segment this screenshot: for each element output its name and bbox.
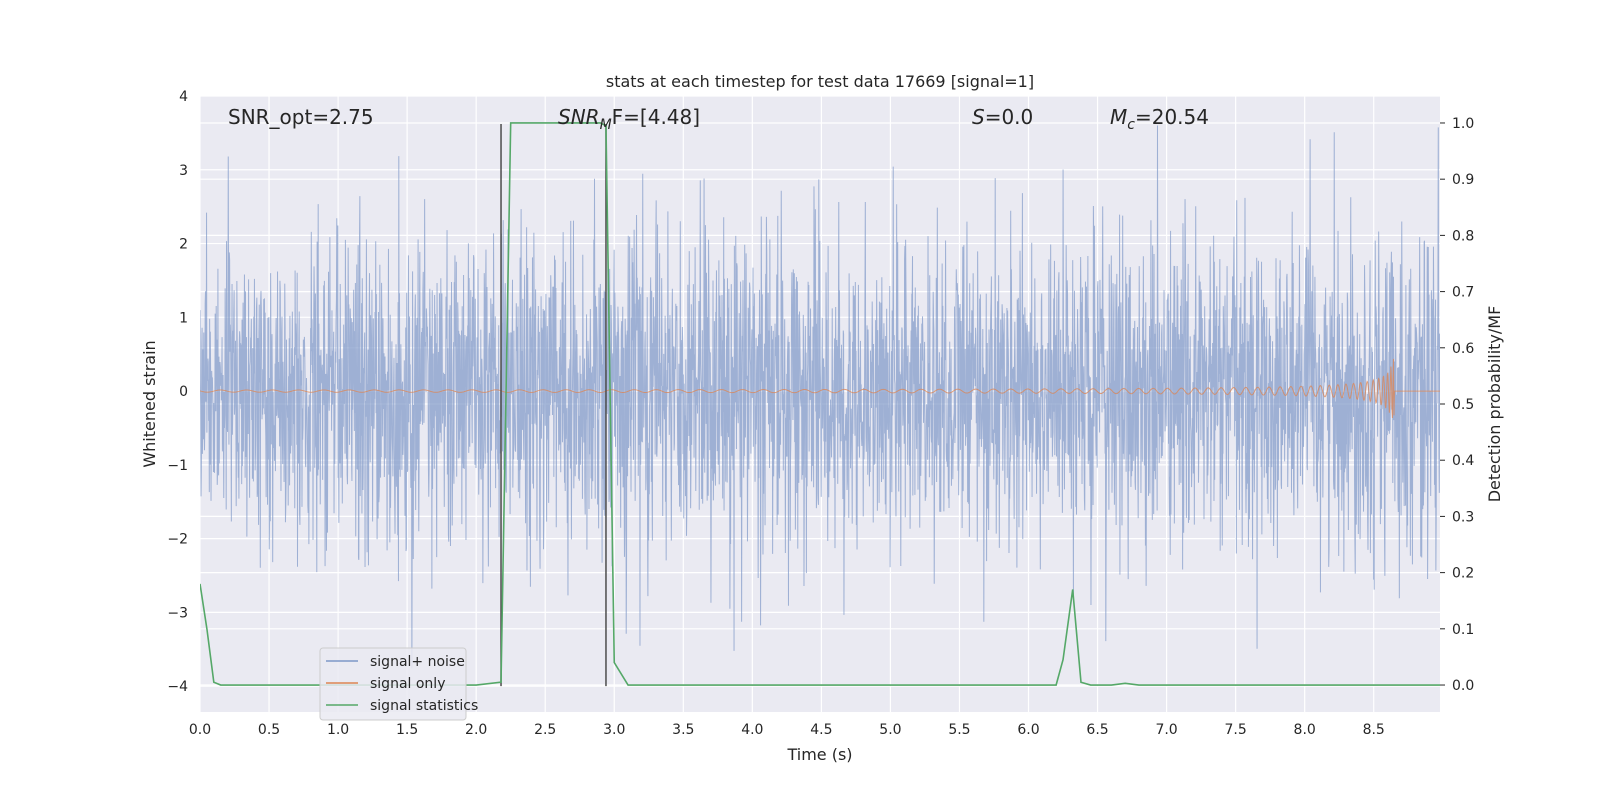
y2-tick-label: 0.5 xyxy=(1452,397,1474,413)
x-tick-label: 8.5 xyxy=(1363,722,1385,738)
series-signal-only xyxy=(200,358,1440,419)
annotation-snr-mf-base: SNR xyxy=(558,105,600,129)
x-tick-label: 5.0 xyxy=(879,722,901,738)
x-tick-label: 5.5 xyxy=(948,722,970,738)
y-tick-label: 0 xyxy=(179,384,188,400)
x-tick-label: 6.5 xyxy=(1086,722,1108,738)
y-tick-label: 2 xyxy=(179,237,188,253)
y2-axis-label: Detection probability/MF xyxy=(1485,306,1504,503)
chart-title: stats at each timestep for test data 176… xyxy=(606,72,1034,91)
x-tick-label: 4.0 xyxy=(741,722,763,738)
y-tick-label: 4 xyxy=(179,89,188,105)
annotation-snr-mf-rest: F=[4.48] xyxy=(612,105,700,129)
y2-tick-label: 0.0 xyxy=(1452,678,1474,694)
x-tick-label: 0.0 xyxy=(189,722,211,738)
y-tick-label: 3 xyxy=(179,163,188,179)
y2-tick-labels: 0.0 0.1 0.2 0.3 0.4 0.5 0.6 0.7 0.8 0.9 1.0 xyxy=(1452,116,1474,694)
annotation-mc-sub: c xyxy=(1127,117,1135,133)
legend: signal+ noise signal only signal statist… xyxy=(319,647,478,721)
x-tick-label: 2.0 xyxy=(465,722,487,738)
x-tick-label: 0.5 xyxy=(258,722,280,738)
y2-tick-label: 0.7 xyxy=(1452,285,1474,301)
annotation-snr-mf-sub: M xyxy=(600,117,612,133)
x-tick-label: 7.0 xyxy=(1155,722,1177,738)
y2-tick-label: 0.2 xyxy=(1452,566,1474,582)
x-tick-label: 7.5 xyxy=(1225,722,1247,738)
legend-label-signal-only: signal only xyxy=(370,676,445,692)
x-tick-labels: 0.0 0.5 1.0 1.5 2.0 2.5 3.0 3.5 4.0 4.5 5.0 5.5 6.0 6… xyxy=(189,722,1385,738)
annotation-mc: Mc=20.54 xyxy=(1110,105,1209,133)
y2-tick-label: 0.4 xyxy=(1452,453,1474,469)
y2-tick-label: 0.6 xyxy=(1452,341,1474,357)
y-tick-label: −2 xyxy=(167,532,188,548)
y2-tick-label: 0.3 xyxy=(1452,509,1474,525)
x-tick-label: 4.5 xyxy=(810,722,832,738)
annotation-snr-opt: SNR_opt=2.75 xyxy=(228,105,374,129)
y-axis-label: Whitened strain xyxy=(140,340,159,467)
annotation-mc-base: M xyxy=(1110,105,1127,129)
x-axis-label: Time (s) xyxy=(786,745,852,764)
y-tick-label: −4 xyxy=(167,679,188,695)
x-tick-label: 6.0 xyxy=(1017,722,1039,738)
annotation-s-value: =0.0 xyxy=(985,105,1034,129)
y-tick-labels: −4 −3 −2 −1 0 1 2 3 4 xyxy=(167,89,188,695)
vertical-markers xyxy=(500,124,607,687)
series-signal-plus-noise xyxy=(200,125,1440,669)
x-tick-label: 3.5 xyxy=(672,722,694,738)
y-tick-label: 1 xyxy=(179,310,188,326)
x-tick-label: 3.0 xyxy=(603,722,625,738)
annotation-snr-mf: SNRMF=[4.48] xyxy=(558,105,700,133)
y2-tick-label: 0.8 xyxy=(1452,228,1474,244)
y2-tick-label: 0.9 xyxy=(1452,172,1474,188)
y-tick-label: −1 xyxy=(167,458,188,474)
x-tick-label: 2.5 xyxy=(534,722,556,738)
annotation-s-label: S xyxy=(972,105,985,129)
x-tick-label: 8.0 xyxy=(1294,722,1316,738)
legend-label-signal-plus-noise: signal+ noise xyxy=(370,654,465,670)
annotation-mc-value: =20.54 xyxy=(1135,105,1209,129)
legend-box xyxy=(319,647,467,721)
y2-tick-label: 0.1 xyxy=(1452,622,1474,638)
legend-label-signal-statistics: signal statistics xyxy=(370,698,478,714)
x-tick-label: 1.5 xyxy=(396,722,418,738)
x-tick-label: 1.0 xyxy=(327,722,349,738)
y2-tick-label: 1.0 xyxy=(1452,116,1474,132)
y-tick-label: −3 xyxy=(167,605,188,621)
annotation-s: S=0.0 xyxy=(972,105,1033,129)
